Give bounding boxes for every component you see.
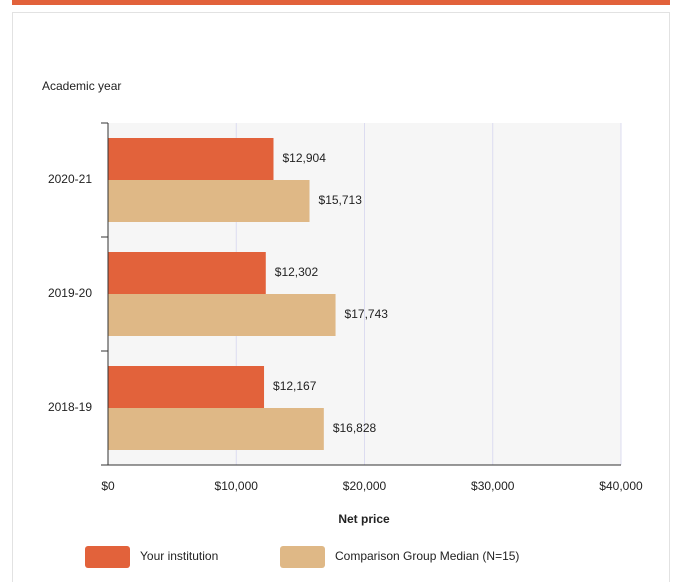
bar [108, 138, 274, 180]
legend-label: Your institution [140, 549, 218, 563]
data-label: $15,713 [319, 193, 363, 207]
data-label: $12,904 [282, 151, 326, 165]
y-tick-label: 2019-20 [48, 286, 92, 300]
legend-swatch [280, 546, 325, 568]
x-tick-label: $20,000 [343, 479, 387, 493]
legend-swatch [85, 546, 130, 568]
legend-label: Comparison Group Median (N=15) [335, 549, 519, 563]
bar [108, 252, 266, 294]
header-band [12, 0, 670, 5]
x-axis-title: Net price [338, 512, 390, 526]
x-tick-label: $30,000 [471, 479, 515, 493]
x-tick-label: $0 [101, 479, 115, 493]
bar [108, 408, 324, 450]
data-label: $17,743 [345, 307, 389, 321]
x-tick-label: $40,000 [599, 479, 643, 493]
bar [108, 180, 310, 222]
data-label: $12,167 [273, 379, 317, 393]
bar [108, 366, 265, 408]
x-tick-label: $10,000 [215, 479, 259, 493]
y-axis-title: Academic year [42, 79, 121, 93]
data-label: $16,828 [333, 421, 377, 435]
data-label: $12,302 [275, 265, 319, 279]
bar [108, 294, 336, 336]
y-tick-label: 2020-21 [48, 172, 92, 186]
y-tick-label: 2018-19 [48, 400, 92, 414]
